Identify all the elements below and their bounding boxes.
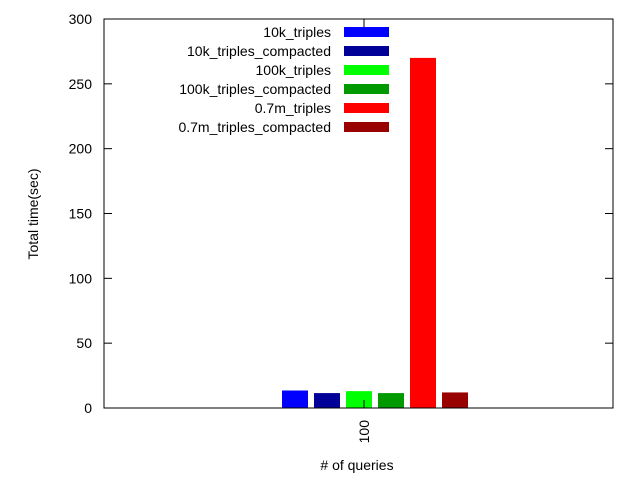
legend-swatch (344, 122, 389, 132)
y-tick-label: 300 (69, 11, 93, 27)
y-tick-label: 150 (69, 206, 93, 222)
bar-100k-triples-compacted (378, 393, 404, 408)
y-tick-label: 200 (69, 141, 93, 157)
legend-swatch (344, 103, 389, 113)
legend-label: 100k_triples (256, 62, 332, 78)
legend-label: 0.7m_triples_compacted (178, 119, 331, 135)
legend-swatch (344, 27, 389, 37)
bar-100k-triples (346, 391, 372, 408)
bar-10k-triples-compacted (314, 393, 340, 408)
legend-label: 10k_triples_compacted (187, 43, 331, 59)
x-axis-label: # of queries (320, 457, 393, 473)
legend-label: 0.7m_triples (255, 100, 331, 116)
bar-10k-triples (282, 390, 308, 408)
y-tick-label: 100 (69, 270, 93, 286)
bar-0-7m-triples (410, 57, 436, 409)
plot-frame (103, 18, 614, 409)
legend-label: 100k_triples_compacted (179, 81, 331, 97)
y-tick-label: 0 (84, 400, 92, 416)
legend-swatch (344, 46, 389, 56)
legend-swatch (344, 65, 389, 75)
y-axis: 0 50 100 150 200 250 300 (69, 11, 613, 416)
legend-swatch (344, 84, 389, 94)
legend: 10k_triples 10k_triples_compacted 100k_tri… (178, 24, 389, 135)
bars-layer (282, 57, 468, 409)
x-axis: 100 (356, 19, 372, 443)
bar-0-7m-triples-compacted (442, 392, 468, 408)
y-axis-label: Total time(sec) (25, 168, 41, 259)
x-tick-label: 100 (356, 420, 372, 444)
y-tick-label: 250 (69, 76, 93, 92)
y-tick-label: 50 (76, 335, 92, 351)
legend-label: 10k_triples (263, 24, 331, 40)
